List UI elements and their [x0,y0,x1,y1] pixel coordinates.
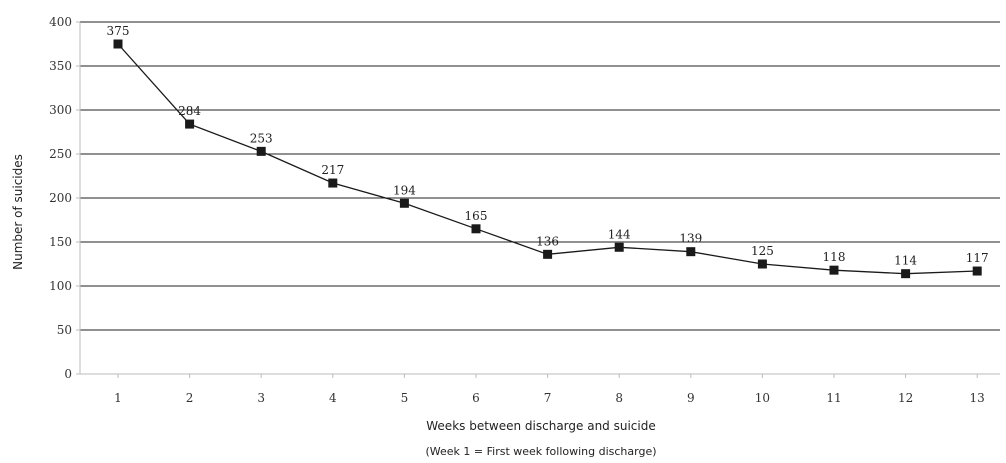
x-tick-label-5: 5 [401,391,409,405]
x-tick-label-2: 2 [186,391,194,405]
data-point-week-7 [543,249,553,259]
data-label-week-10: 125 [751,244,774,258]
axes [76,21,1000,378]
x-tick-label-1: 1 [114,391,122,405]
x-axis-title: Weeks between discharge and suicide [426,419,655,433]
data-label-week-7: 136 [536,234,559,248]
data-point-week-11 [829,265,839,275]
x-tick-label-10: 10 [755,391,770,405]
y-tick-label-250: 250 [49,147,72,161]
y-tick-label-300: 300 [49,103,72,117]
x-tick-label-6: 6 [472,391,480,405]
x-tick-label-11: 11 [826,391,841,405]
data-point-week-9 [686,247,696,257]
y-tick-label-100: 100 [49,279,72,293]
data-label-week-4: 217 [321,163,344,177]
y-tick-labels: 0 50 100 150 200 250 300 350 400 [49,15,72,381]
y-tick-label-350: 350 [49,59,72,73]
data-label-week-9: 139 [679,232,702,246]
x-tick-label-4: 4 [329,391,337,405]
gridlines [80,21,1000,331]
data-point-week-8 [614,242,624,252]
data-point-week-12 [901,269,911,279]
data-markers [113,39,982,279]
data-label-week-1: 375 [107,24,130,38]
y-axis-title: Number of suicides [11,154,25,270]
data-label-week-6: 165 [465,209,488,223]
y-tick-label-0: 0 [64,367,72,381]
data-label-week-13: 117 [966,251,989,265]
y-tick-label-150: 150 [49,235,72,249]
x-tick-label-8: 8 [615,391,623,405]
data-label-week-12: 114 [894,254,917,268]
data-label-week-8: 144 [608,227,631,241]
data-point-week-4 [328,178,338,188]
y-tick-label-400: 400 [49,15,72,29]
data-point-week-5 [399,198,409,208]
data-label-week-2: 284 [178,104,201,118]
data-point-week-13 [972,266,982,276]
x-tick-label-7: 7 [544,391,552,405]
data-point-week-3 [256,146,266,156]
y-tick-label-200: 200 [49,191,72,205]
x-tick-label-9: 9 [687,391,695,405]
data-point-week-2 [185,119,195,129]
data-point-week-10 [757,259,767,269]
data-point-week-1 [113,39,123,49]
data-label-week-5: 194 [393,183,416,197]
data-label-week-11: 118 [823,250,846,264]
x-axis-subtitle: (Week 1 = First week following discharge… [425,445,656,458]
x-tick-label-3: 3 [257,391,265,405]
data-labels: 375 284 253 217 194 165 136 144 139 125 118 114 117 [107,24,989,268]
data-point-week-6 [471,224,481,234]
y-tick-label-50: 50 [57,323,72,337]
data-label-week-3: 253 [250,131,273,145]
x-tick-labels: 1 2 3 4 5 6 7 8 9 10 11 12 13 [114,391,985,405]
x-tick-label-13: 13 [970,391,985,405]
x-tick-label-12: 12 [898,391,913,405]
